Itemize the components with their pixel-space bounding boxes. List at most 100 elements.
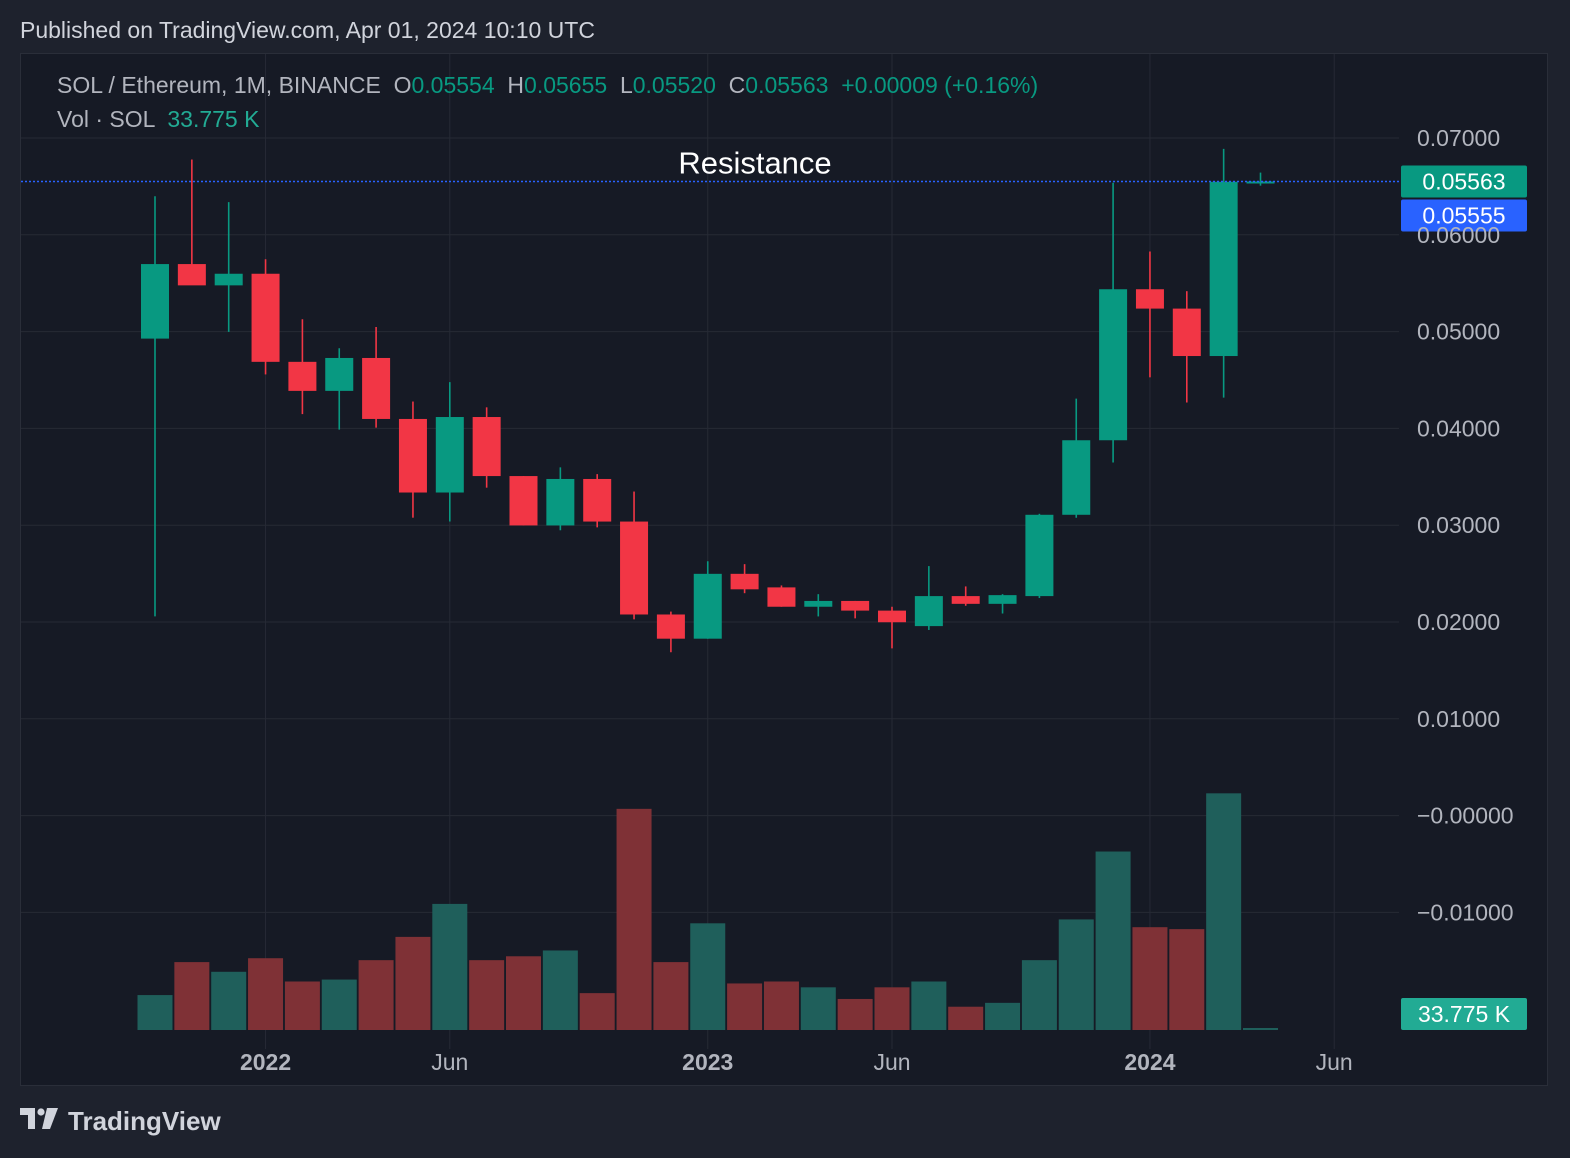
volume-bar xyxy=(985,1002,1021,1030)
candle-body xyxy=(177,264,206,286)
x-tick-label: 2024 xyxy=(1124,1049,1175,1075)
candle xyxy=(141,196,169,617)
candle xyxy=(1209,148,1238,398)
volume-bar xyxy=(248,958,284,1030)
volume-badge-text: 33.775 K xyxy=(1418,1001,1511,1027)
last-price-badge-text: 0.05563 xyxy=(1422,169,1505,195)
volume-value: 33.775 K xyxy=(167,106,260,132)
volume-bar xyxy=(763,981,799,1030)
candle xyxy=(251,259,280,375)
candle-body xyxy=(1099,289,1128,441)
ohlc-legend: SOL / Ethereum, 1M, BINANCE O0.05554 H0.… xyxy=(57,72,1038,99)
volume-bar xyxy=(1132,927,1168,1030)
candle-body xyxy=(951,596,980,604)
volume-bar xyxy=(1095,851,1131,1030)
candle-body xyxy=(583,478,612,522)
candle xyxy=(804,594,833,617)
candle-body xyxy=(288,361,317,391)
change-value: +0.00009 (+0.16%) xyxy=(841,72,1039,98)
volume-bar xyxy=(1206,793,1242,1030)
low-value: 0.05520 xyxy=(632,72,716,98)
volume-bar xyxy=(542,950,578,1030)
candle xyxy=(1062,398,1091,518)
x-tick-label: 2022 xyxy=(240,1049,291,1075)
candle xyxy=(656,611,685,653)
candle-body xyxy=(325,357,354,391)
last-price-badge-bg xyxy=(1401,165,1527,198)
volume-bar xyxy=(1021,960,1057,1030)
candle-body xyxy=(656,614,685,639)
open-label: O xyxy=(393,72,412,98)
y-tick-label: 0.04000 xyxy=(1417,415,1500,441)
y-tick-label: 0.06000 xyxy=(1417,222,1500,248)
candle-body xyxy=(841,600,870,611)
candle xyxy=(730,564,759,594)
candles xyxy=(141,148,1275,653)
candle-body xyxy=(804,600,833,607)
volume-bar xyxy=(284,981,320,1030)
candle-body xyxy=(693,573,722,639)
close-label: C xyxy=(728,72,746,98)
volume-bar xyxy=(432,903,468,1030)
low-label: L xyxy=(619,72,633,98)
y-tick-label: −0.00000 xyxy=(1417,803,1514,829)
candle xyxy=(841,600,870,619)
candle xyxy=(988,594,1017,614)
resistance-label: Resistance xyxy=(678,146,831,181)
candle xyxy=(509,476,538,526)
overlays: Resistance 0.05563 0.05555 33.775 K xyxy=(21,146,1527,1030)
y-tick-label: 0.01000 xyxy=(1417,706,1500,732)
candle-body xyxy=(398,418,427,493)
candlestick-chart[interactable]: Resistance 0.05563 0.05555 33.775 K 0.07000… xyxy=(21,54,1549,1087)
candle xyxy=(951,586,980,606)
candle-body xyxy=(362,357,391,419)
candle xyxy=(325,348,354,430)
volume-bar xyxy=(800,987,836,1030)
candle-body xyxy=(620,521,649,615)
open-value: 0.05554 xyxy=(411,72,495,98)
x-tick-label: Jun xyxy=(1316,1049,1353,1075)
volume-bar xyxy=(579,993,615,1030)
volume-bar xyxy=(211,971,247,1030)
volume-bar xyxy=(690,923,726,1030)
candle-body xyxy=(1135,289,1164,309)
candle xyxy=(1172,291,1201,403)
candle xyxy=(693,561,722,639)
y-tick-label: 0.05000 xyxy=(1417,319,1500,345)
candle xyxy=(546,467,575,531)
volume-bar xyxy=(1243,1028,1278,1030)
candle xyxy=(288,319,317,415)
candle-body xyxy=(472,417,501,477)
y-tick-label: 0.07000 xyxy=(1417,125,1500,151)
candle-body xyxy=(214,273,243,286)
x-axis: 2022 Jun 2023 Jun 2024 Jun xyxy=(240,1049,1353,1075)
candle-body xyxy=(435,417,464,493)
chart-panel[interactable]: Resistance 0.05563 0.05555 33.775 K 0.07000… xyxy=(20,53,1548,1086)
volume-badge-bg xyxy=(1401,998,1527,1030)
symbol-label[interactable]: SOL / Ethereum, 1M, BINANCE xyxy=(57,72,381,98)
candle-body xyxy=(509,476,538,526)
volume-bar xyxy=(1058,919,1094,1030)
volume-bar xyxy=(727,983,763,1030)
candle-body xyxy=(1025,514,1054,597)
volume-bar xyxy=(321,979,357,1030)
x-tick-label: Jun xyxy=(873,1049,910,1075)
footer-brand[interactable]: TradingView xyxy=(20,1106,221,1137)
line-price-badge-text: 0.05555 xyxy=(1422,203,1505,229)
high-value: 0.05655 xyxy=(524,72,608,98)
candle-body xyxy=(251,273,280,362)
volume-bar xyxy=(358,960,394,1030)
candle xyxy=(767,585,796,607)
high-label: H xyxy=(507,72,525,98)
candle xyxy=(1246,172,1275,186)
volume-bar xyxy=(911,981,947,1030)
volume-bar xyxy=(837,998,873,1030)
line-price-badge-bg xyxy=(1401,199,1527,232)
candle-body xyxy=(141,264,169,339)
volume-label[interactable]: Vol · SOL xyxy=(57,106,155,132)
candle-body xyxy=(1209,181,1238,357)
y-tick-label: −0.01000 xyxy=(1417,899,1514,925)
candle-body xyxy=(1172,308,1201,357)
candle xyxy=(914,566,943,630)
candle-body xyxy=(1246,181,1275,184)
